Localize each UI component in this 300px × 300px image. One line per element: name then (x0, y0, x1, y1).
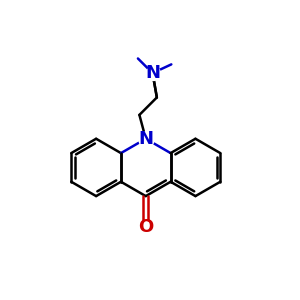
Text: N: N (138, 130, 153, 148)
Text: N: N (145, 64, 160, 82)
Text: O: O (138, 218, 153, 236)
